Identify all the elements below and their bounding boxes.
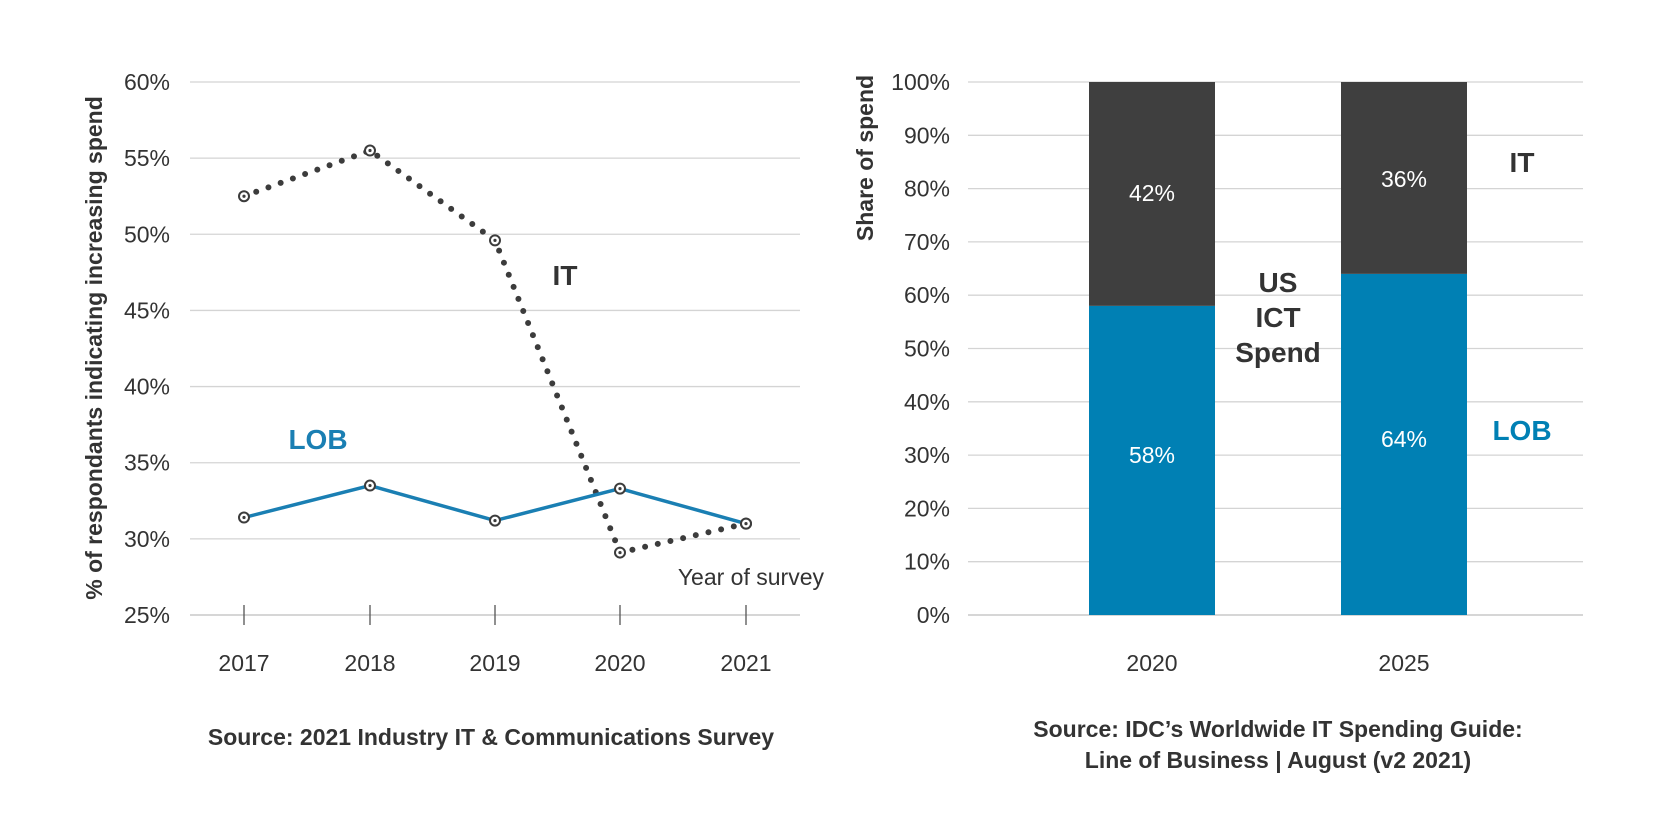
- bar-it-2025: [1341, 82, 1467, 274]
- annotation-us-ict-spend: US: [1259, 267, 1298, 298]
- y-tick-label: 80%: [904, 176, 950, 202]
- data-point-center: [493, 238, 497, 242]
- data-point-center: [242, 515, 246, 520]
- y-tick-label: 60%: [904, 282, 950, 308]
- series-label-it: IT: [553, 260, 578, 291]
- y-tick-label: 0%: [917, 602, 950, 628]
- source-note-right: Line of Business | August (v2 2021): [1085, 747, 1471, 773]
- y-axis-title: Share of spend: [852, 75, 878, 241]
- y-tick-label: 100%: [891, 69, 950, 95]
- data-point-center: [618, 550, 622, 555]
- y-tick-label: 50%: [904, 336, 950, 362]
- x-tick-label: 2020: [1126, 650, 1177, 676]
- data-point-center: [618, 487, 622, 491]
- series-label-it: IT: [1510, 147, 1535, 178]
- y-tick-label: 10%: [904, 549, 950, 575]
- x-tick-label: 2019: [469, 650, 520, 676]
- data-label: 64%: [1381, 426, 1427, 452]
- y-tick-label: 45%: [124, 297, 170, 323]
- annotation-us-ict-spend: Spend: [1235, 337, 1321, 368]
- x-tick-label: 2020: [594, 650, 645, 676]
- data-point-center: [368, 148, 372, 153]
- series-line-it: [241, 147, 749, 557]
- y-tick-label: 25%: [124, 602, 170, 628]
- bar-lob-2020: [1089, 305, 1215, 615]
- source-note-right: Source: IDC’s Worldwide IT Spending Guid…: [1033, 716, 1522, 742]
- bar-it-2020: [1089, 82, 1215, 306]
- data-label: 36%: [1381, 166, 1427, 192]
- annotation-us-ict-spend: ICT: [1255, 302, 1300, 333]
- data-point-center: [242, 194, 246, 198]
- data-point-center: [493, 518, 497, 523]
- y-axis-title: % of respondants indicating increasing s…: [81, 96, 107, 600]
- x-tick-label: 2021: [720, 650, 771, 676]
- y-tick-label: 30%: [904, 442, 950, 468]
- data-label: 42%: [1129, 180, 1175, 206]
- x-tick-label: 2017: [218, 650, 269, 676]
- y-tick-label: 30%: [124, 526, 170, 552]
- bar-lob-2025: [1341, 273, 1467, 615]
- x-axis-title: Year of survey: [678, 564, 825, 590]
- y-tick-label: 60%: [124, 69, 170, 95]
- x-tick-label: 2025: [1378, 650, 1429, 676]
- data-point-center: [368, 483, 372, 488]
- data-label: 58%: [1129, 442, 1175, 468]
- y-tick-label: 35%: [124, 450, 170, 476]
- y-tick-label: 40%: [904, 389, 950, 415]
- y-tick-label: 40%: [124, 374, 170, 400]
- series-label-lob: LOB: [288, 424, 347, 455]
- series-label-lob: LOB: [1492, 415, 1551, 446]
- source-note-left: Source: 2021 Industry IT & Communication…: [208, 724, 774, 750]
- y-tick-label: 70%: [904, 229, 950, 255]
- y-tick-label: 50%: [124, 221, 170, 247]
- x-tick-label: 2018: [344, 650, 395, 676]
- y-tick-label: 55%: [124, 145, 170, 171]
- y-tick-label: 20%: [904, 495, 950, 521]
- data-point-center: [744, 522, 748, 526]
- y-tick-label: 90%: [904, 122, 950, 148]
